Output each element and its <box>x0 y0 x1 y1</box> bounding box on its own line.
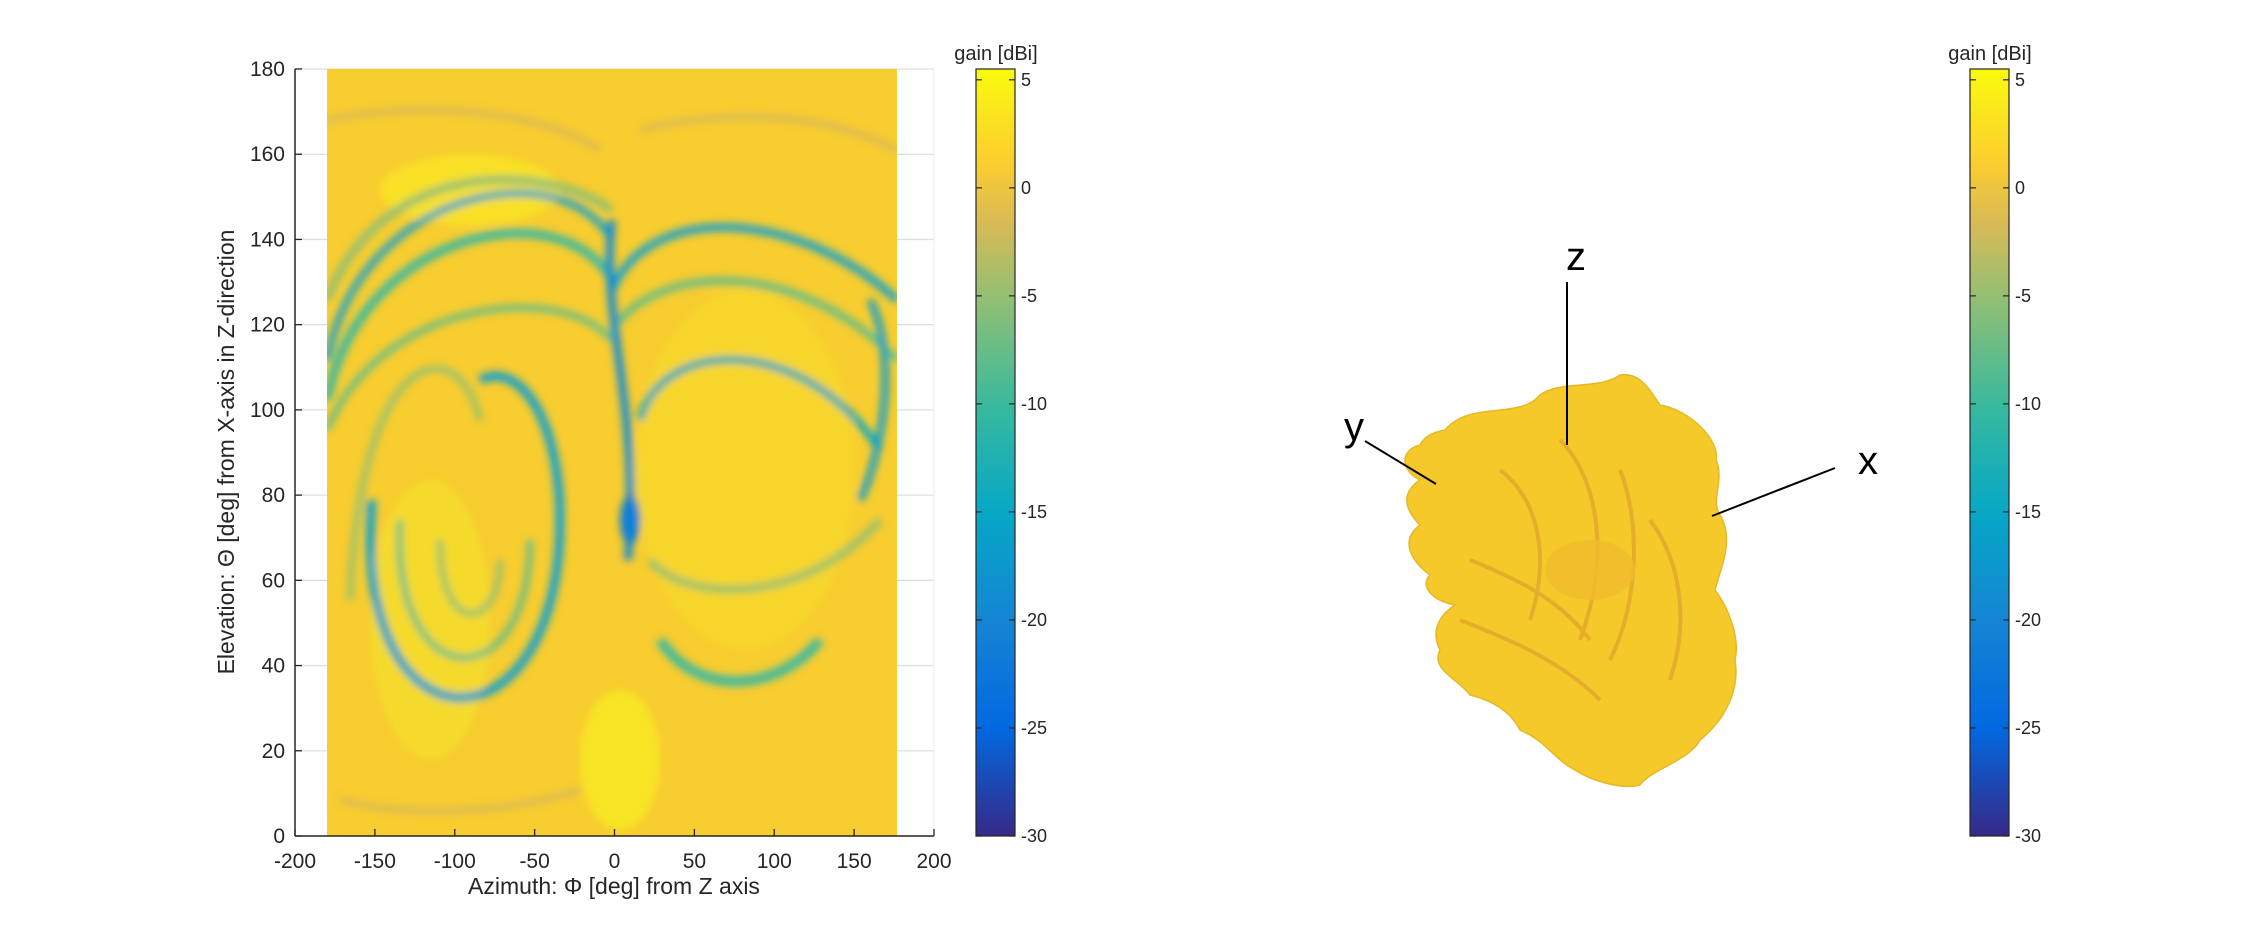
colorbar-tick-label: -30 <box>1021 826 1047 846</box>
y-tick-label: 100 <box>250 399 285 422</box>
pattern-3d-panel: z y x gain [dBi] 5 0 -5 -10 -15 -20 -25 -30 <box>1344 43 2041 846</box>
x-tick-label: 200 <box>916 850 951 873</box>
colorbar-tick-label: -30 <box>2015 826 2041 846</box>
colorbar-tick-label: 5 <box>1021 70 1031 90</box>
y-tick-label: 80 <box>262 484 285 507</box>
colorbar-left: gain [dBi] 5 0 -5 -10 -15 -20 -25 -30 <box>954 43 1047 846</box>
y-axis-label: Elevation: Θ [deg] from X-axis in Z-dire… <box>213 230 239 675</box>
colorbar-gradient <box>975 68 1016 837</box>
x-tick-label: 100 <box>757 850 792 873</box>
colorbar-tick-label: -5 <box>1021 286 1037 306</box>
z-axis-letter: z <box>1566 235 1586 279</box>
heatmap-image <box>327 69 897 836</box>
colorbar-title: gain [dBi] <box>1948 43 2031 65</box>
x-tick-label: 50 <box>683 850 706 873</box>
y-tick-labels: 0 20 40 60 80 100 120 140 160 180 <box>250 58 302 848</box>
colorbar-gradient <box>1969 68 2010 837</box>
x-axis-label: Azimuth: Φ [deg] from Z axis <box>468 873 760 899</box>
y-tick-label: 140 <box>250 228 285 251</box>
x-tick-label: -200 <box>274 850 316 873</box>
colorbar-tick-label: -25 <box>2015 718 2041 738</box>
colorbar-tick-label: 0 <box>2015 178 2025 198</box>
colorbar-ticks: 5 0 -5 -10 -15 -20 -25 -30 <box>1970 70 2041 846</box>
x-tick-label: -100 <box>434 850 476 873</box>
pattern-axes-lines <box>1364 282 1836 517</box>
x-tick-label: -150 <box>354 850 396 873</box>
colorbar-ticks: 5 0 -5 -10 -15 -20 -25 -30 <box>976 70 1047 846</box>
heatmap-pattern <box>327 107 897 830</box>
y-axis-letter: y <box>1344 405 1364 449</box>
x-tick-label: 0 <box>609 850 621 873</box>
radiation-pattern-surface <box>1404 374 1737 788</box>
y-tick-label: 60 <box>262 569 285 592</box>
x-tick-labels: -200 -150 -100 -50 0 50 100 150 200 <box>274 829 952 873</box>
colorbar-tick-label: -5 <box>2015 286 2031 306</box>
x-tick-label: 150 <box>837 850 872 873</box>
x-tick-label: -50 <box>519 850 549 873</box>
colorbar-tick-label: -15 <box>1021 502 1047 522</box>
y-tick-label: 160 <box>250 143 285 166</box>
y-tick-label: 40 <box>262 655 285 678</box>
colorbar-tick-label: -20 <box>1021 610 1047 630</box>
colorbar-tick-label: -25 <box>1021 718 1047 738</box>
x-axis-letter: x <box>1858 439 1878 483</box>
y-tick-label: 180 <box>250 58 285 81</box>
colorbar-tick-label: 0 <box>1021 178 1031 198</box>
y-tick-label: 120 <box>250 314 285 337</box>
colorbar-tick-label: -10 <box>1021 394 1047 414</box>
colorbar-tick-label: 5 <box>2015 70 2025 90</box>
colorbar-tick-label: -15 <box>2015 502 2041 522</box>
colorbar-tick-label: -20 <box>2015 610 2041 630</box>
colorbar-title: gain [dBi] <box>954 43 1037 65</box>
y-tick-label: 0 <box>273 825 285 848</box>
y-tick-label: 20 <box>262 740 285 763</box>
heatmap-panel: -200 -150 -100 -50 0 50 100 150 200 020406080100… <box>213 43 1047 899</box>
colorbar-right: gain [dBi] 5 0 -5 -10 -15 -20 -25 -30 <box>1948 43 2041 846</box>
colorbar-tick-label: -10 <box>2015 394 2041 414</box>
